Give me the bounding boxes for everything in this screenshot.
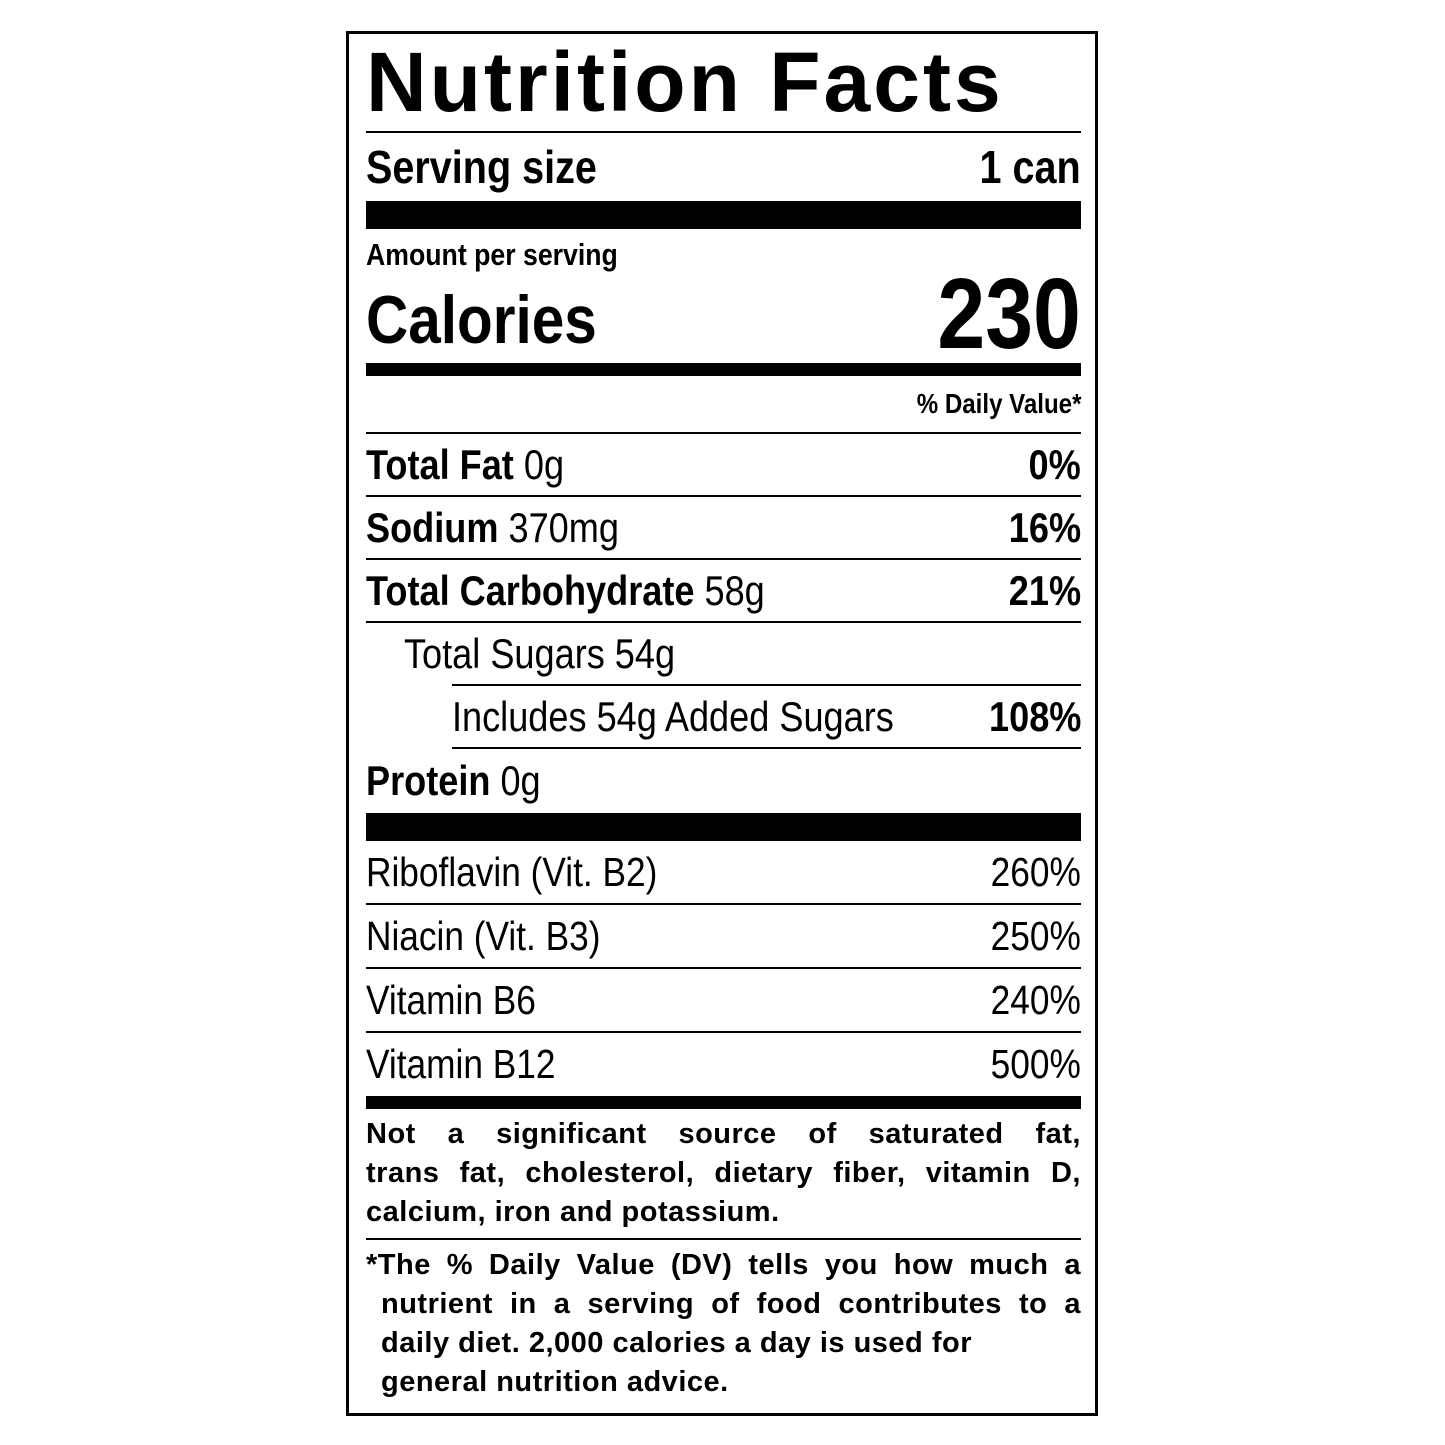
- nutrient-row-added-sugars: Includes 54g Added Sugars 108%: [452, 686, 1081, 749]
- serving-size-value: 1 can: [979, 141, 1081, 193]
- thick-divider: [366, 813, 1081, 841]
- serving-size-label: Serving size: [366, 141, 597, 193]
- nutrient-row-total-fat: Total Fat 0g 0%: [366, 434, 1081, 497]
- divider: [366, 1238, 1081, 1240]
- vitamin-row: Niacin (Vit. B3) 250%: [366, 905, 1081, 969]
- footnote-daily-value: *The % Daily Value (DV) tells you how mu…: [366, 1249, 1081, 1398]
- vitamin-row: Vitamin B12 500%: [366, 1041, 1081, 1087]
- nutrient-row-total-carbohydrate: Total Carbohydrate 58g 21%: [366, 560, 1081, 623]
- calories-section: Amount per serving Calories 230: [366, 229, 1081, 370]
- footnote-not-significant: Not a significant source of saturated fa…: [366, 1118, 1081, 1228]
- medium-divider: [366, 363, 1081, 376]
- divider: [366, 131, 1081, 133]
- nutrient-row-total-sugars: Total Sugars 54g: [404, 629, 676, 677]
- calories-label: Calories: [366, 282, 597, 358]
- vitamin-row: Vitamin B6 240%: [366, 969, 1081, 1033]
- daily-value-header: % Daily Value*: [366, 376, 1081, 434]
- divider: [452, 684, 1081, 686]
- serving-size-row: Serving size 1 can: [366, 133, 1081, 201]
- calories-value: 230: [937, 258, 1081, 370]
- vitamin-row: Riboflavin (Vit. B2) 260%: [366, 841, 1081, 905]
- label-title: Nutrition Facts: [366, 35, 1004, 129]
- thick-divider: [366, 201, 1081, 229]
- medium-divider: [366, 1096, 1081, 1109]
- amount-per-serving: Amount per serving: [366, 237, 618, 272]
- nutrient-row-sodium: Sodium 370mg 16%: [366, 497, 1081, 560]
- nutrition-facts-label: Nutrition Facts Serving size 1 can Amoun…: [346, 31, 1098, 1416]
- nutrient-row-protein: Protein 0g: [366, 757, 541, 804]
